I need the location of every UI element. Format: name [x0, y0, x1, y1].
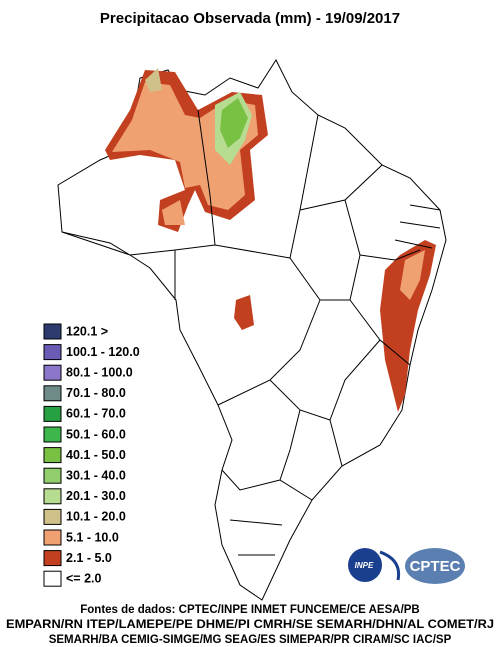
legend-swatch	[43, 405, 62, 422]
legend-label: 50.1 - 60.0	[66, 427, 126, 441]
logo-cptec: CPTEC	[410, 558, 461, 575]
logo-emblem	[348, 548, 382, 582]
source-line: Fontes de dados: CPTEC/INPE INMET FUNCEM…	[80, 604, 420, 616]
legend-swatch	[43, 364, 62, 381]
legend-label: 120.1 >	[66, 324, 108, 338]
legend-label: 30.1 - 40.0	[66, 468, 126, 482]
legend-swatch	[43, 488, 62, 505]
legend-swatch	[43, 508, 62, 525]
legend-label: 70.1 - 80.0	[66, 386, 126, 400]
legend-swatch	[43, 447, 62, 464]
legend-label: 60.1 - 70.0	[66, 407, 126, 421]
country-outline	[57, 58, 447, 601]
legend-label: 80.1 - 100.0	[66, 365, 133, 379]
legend-swatch	[43, 426, 62, 443]
legend-swatch	[43, 570, 62, 587]
legend: 120.1 > 100.1 - 120.0 80.1 - 100.0 70.1 - 8…	[43, 323, 140, 587]
logo-inpe: INPE	[355, 561, 374, 570]
title: Precipitacao Observada (mm) - 19/09/2017	[100, 10, 400, 27]
state-borders	[61, 109, 441, 556]
legend-label: 2.1 - 5.0	[66, 551, 112, 565]
legend-label: 5.1 - 10.0	[66, 530, 119, 544]
legend-label: 100.1 - 120.0	[66, 345, 140, 359]
legend-swatch	[43, 467, 62, 484]
source-line: EMPARN/RN ITEP/LAMEPE/PE DHME/PI CMRH/SE…	[6, 619, 494, 631]
source-line: SEMARH/BA CEMIG-SIMGE/MG SEAG/ES SIMEPAR…	[49, 634, 452, 646]
legend-label: <= 2.0	[66, 571, 101, 585]
logo-cptec-bg	[405, 548, 465, 584]
legend-swatch	[43, 344, 62, 361]
legend-label: 10.1 - 20.0	[66, 510, 126, 524]
legend-swatch	[43, 529, 62, 546]
sources: Fontes de dados: CPTEC/INPE INMET FUNCEM…	[6, 604, 494, 646]
legend-label: 20.1 - 30.0	[66, 489, 126, 503]
logo-arrow	[379, 550, 401, 581]
logos: INPE CPTEC	[348, 548, 465, 584]
legend-label: 40.1 - 50.0	[66, 448, 126, 462]
rain-areas	[105, 68, 436, 412]
legend-swatch	[43, 323, 62, 340]
legend-swatch	[43, 550, 62, 567]
legend-swatch	[43, 385, 62, 402]
